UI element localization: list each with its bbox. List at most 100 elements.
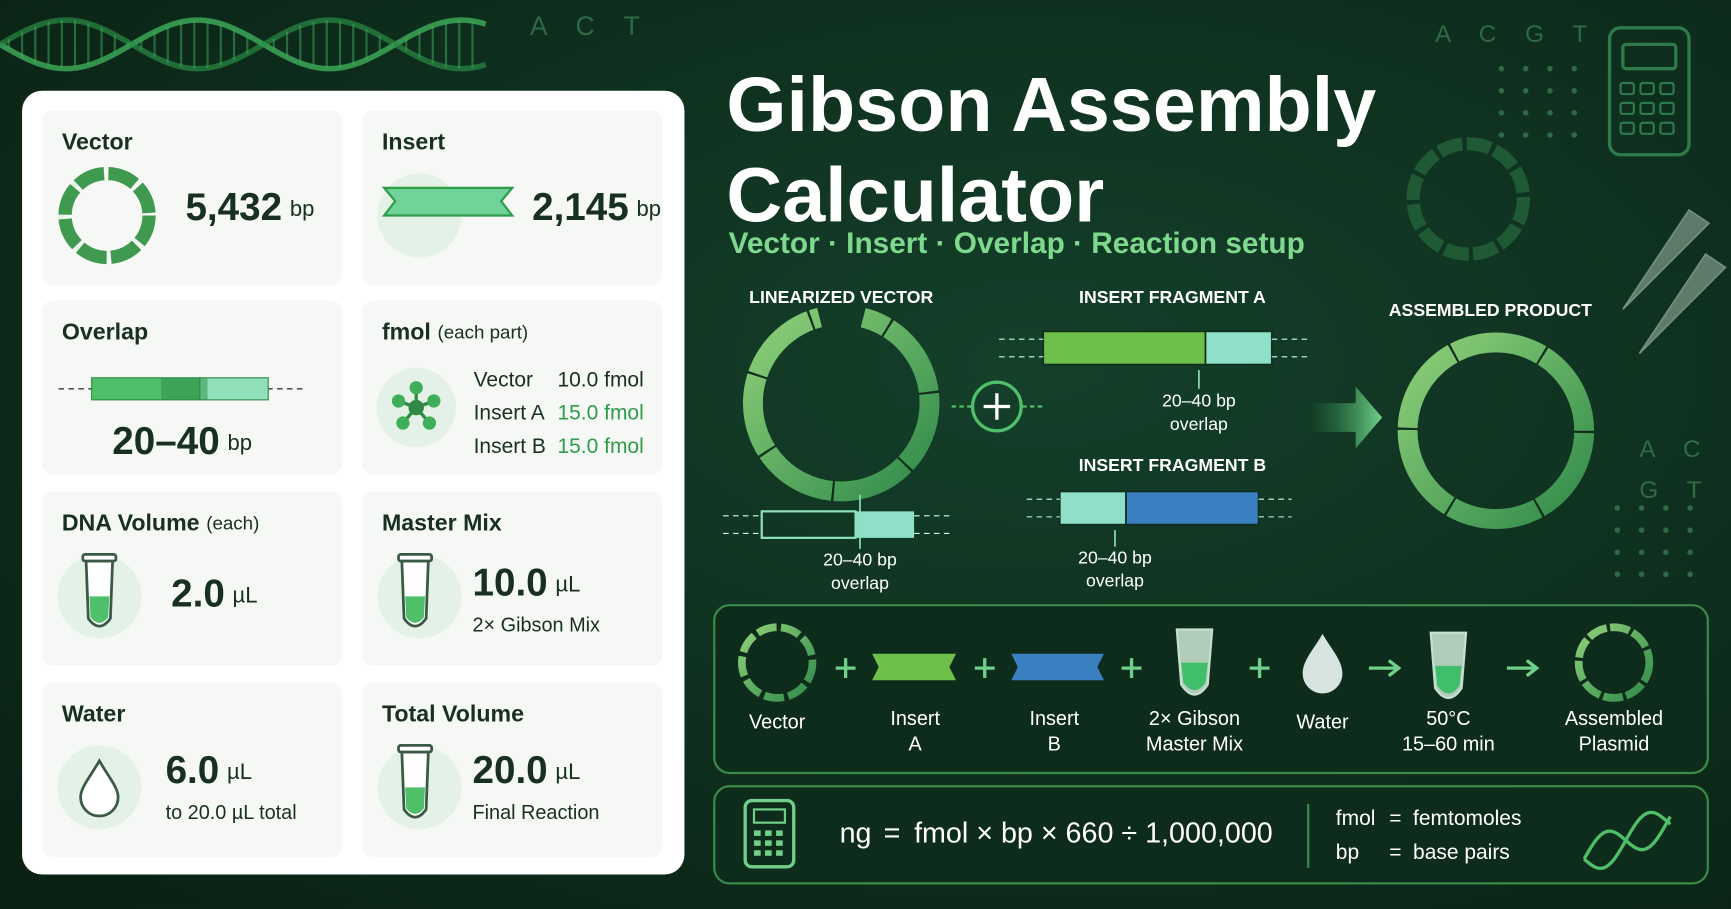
pipette-tip xyxy=(1638,252,1727,355)
calculator-key xyxy=(1639,121,1655,135)
dot xyxy=(1638,571,1645,578)
tube-cap xyxy=(397,744,434,754)
tube-cap xyxy=(81,553,118,563)
text-part: Master Mix xyxy=(382,510,502,536)
dot xyxy=(1614,505,1621,511)
fmol-name: Insert B xyxy=(474,435,546,458)
big-arrow xyxy=(1308,386,1383,449)
dot xyxy=(1498,65,1505,72)
overlap-label: overlap xyxy=(1086,571,1144,591)
text-part: µL xyxy=(233,582,258,607)
dot xyxy=(1638,505,1645,511)
calculator-key xyxy=(1619,101,1635,116)
text-part: Insert xyxy=(382,129,445,155)
arrow xyxy=(1506,659,1540,678)
dot xyxy=(1547,110,1553,116)
dot xyxy=(1614,549,1621,555)
dot xyxy=(1663,505,1669,511)
arrow xyxy=(1368,659,1402,678)
dot xyxy=(1663,571,1669,578)
calculator-key xyxy=(765,850,772,856)
helix-icon xyxy=(1583,810,1672,871)
dot xyxy=(1638,527,1645,533)
text-part: Vector xyxy=(62,129,133,155)
molecule-atom xyxy=(396,416,410,430)
text-part: Water xyxy=(62,701,126,727)
plus-sign xyxy=(983,393,1011,420)
dot xyxy=(1687,549,1693,555)
workflow-label: Water xyxy=(1296,712,1349,734)
dot xyxy=(1614,527,1621,533)
dot xyxy=(1638,549,1645,555)
overlap-label: 20–40 bp xyxy=(823,550,897,570)
calculator-key xyxy=(1639,101,1655,116)
workflow-insert xyxy=(872,653,957,681)
calculator-key xyxy=(765,830,772,836)
formula-box xyxy=(713,785,1709,885)
workflow-label: 50°C xyxy=(1426,708,1470,730)
text-part: 2.0 xyxy=(171,573,225,616)
molecule-atom xyxy=(427,394,441,408)
workflow-label: 2× Gibson xyxy=(1149,708,1240,730)
dot xyxy=(1571,110,1577,116)
insert-icon xyxy=(381,186,515,217)
calculator-key xyxy=(776,850,783,856)
card-label: Overlap xyxy=(62,319,148,345)
molecule-atom xyxy=(422,416,437,430)
plus-sign xyxy=(835,658,856,679)
tube-liquid xyxy=(1435,665,1462,694)
helix-strand xyxy=(0,17,487,72)
dot xyxy=(1522,87,1529,94)
plus-sign xyxy=(974,658,995,679)
workflow-label: 15–60 min xyxy=(1402,734,1495,756)
tube-liquid xyxy=(89,596,110,623)
card-label: Water xyxy=(62,701,126,727)
background-letters: A C G T xyxy=(1435,21,1598,48)
text-part: µL xyxy=(555,759,580,784)
workflow-label: Assembled xyxy=(1565,708,1663,730)
calculator-key xyxy=(776,840,783,846)
diagram-label: INSERT FRAGMENT B xyxy=(1079,455,1266,475)
dot xyxy=(1498,110,1505,116)
tube-liquid xyxy=(1181,662,1208,691)
fragment xyxy=(1042,330,1207,366)
text-part: 6.0 xyxy=(166,749,220,792)
card-note: Final Reaction xyxy=(472,802,599,824)
overlap-label: 20–40 bp xyxy=(1162,391,1236,411)
card-value: 10.0 µL xyxy=(472,562,580,605)
text-part: 10.0 xyxy=(472,562,547,605)
legend-eq: = xyxy=(1389,807,1401,830)
helix-strand xyxy=(0,17,487,72)
text-part: bp xyxy=(227,430,252,455)
calculator-key xyxy=(765,840,772,846)
card-panel xyxy=(22,90,685,875)
background-letters: A C xyxy=(1639,436,1711,463)
workflow-label: Insert xyxy=(1029,708,1079,730)
workflow-water xyxy=(1302,633,1343,694)
plus-sign xyxy=(1121,658,1142,679)
fragment xyxy=(855,511,915,538)
dot xyxy=(1663,549,1669,555)
fmol-amount: 15.0 fmol xyxy=(557,435,643,458)
workflow-label: Master Mix xyxy=(1146,734,1243,756)
dot xyxy=(1663,527,1669,533)
tube-liquid xyxy=(405,596,426,623)
overlap-label: overlap xyxy=(1170,414,1228,434)
dot xyxy=(1522,132,1529,138)
text-part: Total Volume xyxy=(382,701,524,727)
card-label: fmol (each part) xyxy=(382,319,528,345)
fragment xyxy=(1058,490,1127,526)
workflow-label: B xyxy=(1048,734,1061,756)
card-value: 2,145 bp xyxy=(532,186,661,229)
workflow-plasmid xyxy=(1574,623,1654,702)
background-letters: G T xyxy=(1639,477,1712,504)
calculator-key xyxy=(1659,121,1675,135)
card-label: Insert xyxy=(382,129,445,155)
fmol-amount: 10.0 fmol xyxy=(557,369,643,392)
tube-liquid xyxy=(405,787,426,814)
title: Calculator xyxy=(726,153,1104,239)
workflow-label: A xyxy=(909,734,923,756)
text-part: 20.0 xyxy=(472,749,547,792)
fmol-name: Vector xyxy=(474,369,533,392)
text-part: (each) xyxy=(206,513,259,534)
